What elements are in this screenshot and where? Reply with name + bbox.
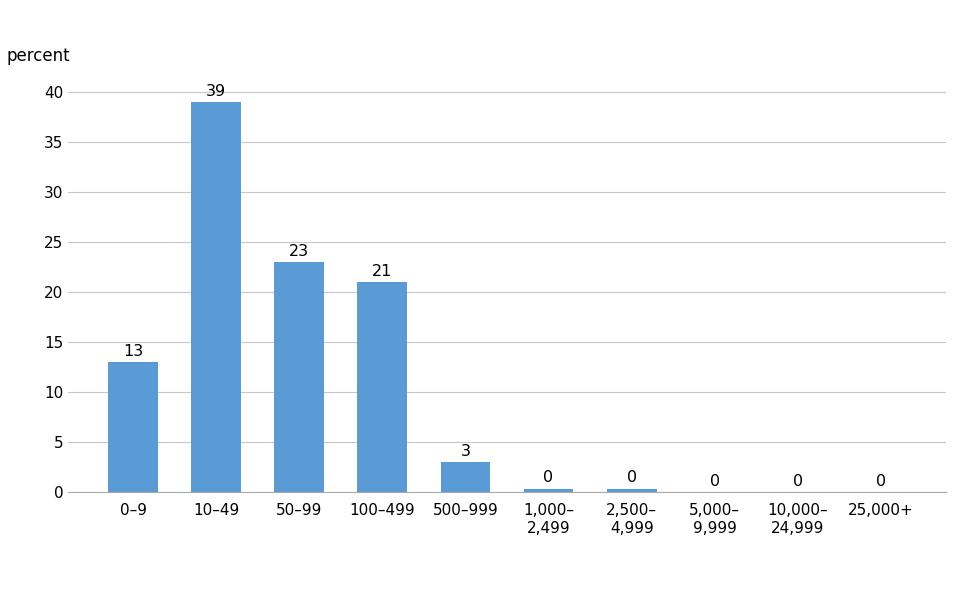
Bar bbox=[191, 102, 241, 492]
Text: 0: 0 bbox=[543, 470, 554, 485]
Bar bbox=[274, 262, 325, 492]
Text: 21: 21 bbox=[372, 263, 393, 278]
Bar bbox=[524, 489, 573, 492]
Bar bbox=[358, 282, 408, 492]
Bar bbox=[108, 362, 158, 492]
Bar bbox=[606, 489, 656, 492]
Text: 3: 3 bbox=[460, 443, 471, 458]
Bar bbox=[441, 462, 490, 492]
Text: 23: 23 bbox=[290, 244, 309, 259]
Text: 0: 0 bbox=[876, 473, 886, 488]
Text: 39: 39 bbox=[206, 83, 226, 98]
Text: 0: 0 bbox=[627, 470, 637, 485]
Text: 0: 0 bbox=[710, 473, 720, 488]
Text: percent: percent bbox=[7, 47, 70, 65]
Text: 0: 0 bbox=[793, 473, 802, 488]
Text: 13: 13 bbox=[123, 343, 143, 358]
